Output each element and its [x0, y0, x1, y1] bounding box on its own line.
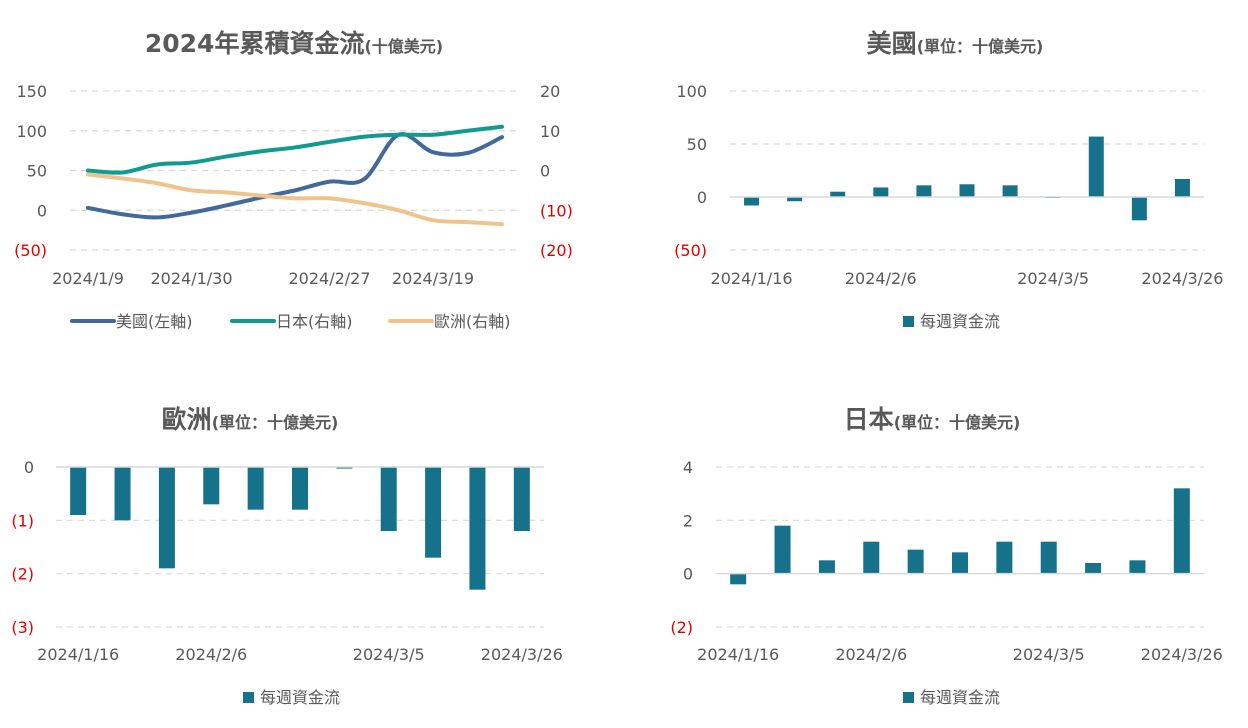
chart-title-main: 2024年累積資金流: [145, 29, 365, 58]
bar: [114, 467, 131, 521]
series-line-eu: [86, 172, 504, 227]
x-axis-tick-label: 2024/3/19: [392, 269, 474, 288]
x-axis-tick-label: 2024/3/26: [1141, 645, 1223, 664]
x-axis-tick-label: 2024/1/16: [37, 645, 119, 664]
x-axis-tick-label: 2024/1/9: [52, 269, 124, 288]
left-axis-tick-label: 0: [37, 201, 47, 220]
y-axis-tick-label: 4: [683, 458, 693, 477]
bar: [1129, 560, 1146, 574]
y-axis-tick-label: (3): [11, 618, 34, 637]
y-axis-tick-label: (1): [11, 511, 34, 530]
bar: [469, 467, 486, 590]
left-axis-tick-label: 100: [16, 122, 47, 141]
chart-title-unit: (十億美元): [364, 37, 443, 56]
right-axis-tick-label: (10): [540, 201, 573, 220]
chart-title: 美國(單位：十億美元): [867, 29, 1044, 58]
legend-label: 每週資金流: [920, 312, 1000, 331]
jp-weekly-flow-chart: 日本(單位：十億美元) 4 2 0 (2)2024/1/16 2024/2/6 2024/3…: [670, 405, 1223, 707]
legend-label: 美國(左軸): [116, 312, 193, 331]
y-axis-tick-label: 50: [687, 135, 707, 154]
y-axis-tick-label: 0: [697, 188, 707, 207]
series-line-us: [86, 132, 504, 220]
cumulative-flow-chart: 2024年累積資金流(十億美元)150100500(50)20100(10)(2…: [14, 29, 573, 331]
bar: [959, 184, 975, 197]
x-axis-tick-label: 2024/1/16: [697, 645, 779, 664]
x-axis-tick-label: 2024/3/26: [481, 645, 563, 664]
x-axis-tick-label: 2024/2/6: [845, 269, 917, 288]
bar: [744, 197, 760, 206]
bar: [916, 185, 932, 197]
chart-title-unit: (單位：十億美元): [212, 413, 339, 432]
legend-label: 每週資金流: [260, 688, 340, 707]
y-axis-tick-label: (2): [670, 618, 693, 637]
y-axis-tick-label: (2): [11, 565, 34, 584]
bar: [1085, 563, 1102, 574]
bar: [158, 467, 175, 569]
x-axis-tick-label: 2024/2/6: [835, 645, 907, 664]
bar: [513, 467, 530, 531]
x-axis-tick-label: 2024/2/6: [175, 645, 247, 664]
us-weekly-flow-chart: 美國(單位：十億美元) 100 50 0 (50)2024/1/16 2024/2/6 20…: [674, 29, 1223, 331]
eu-weekly-flow-chart: 歐洲(單位：十億美元) 0 (1) (2) (3)2024/1/16 2024/2/6 20…: [11, 405, 563, 707]
bar: [818, 560, 835, 574]
legend-label: 每週資金流: [920, 688, 1000, 707]
chart-title-main: 歐洲: [162, 405, 212, 434]
bar: [247, 467, 264, 510]
x-axis-tick-label: 2024/2/27: [288, 269, 370, 288]
bar: [952, 552, 968, 574]
legend-swatch: [243, 692, 254, 703]
bar: [730, 573, 747, 585]
bar: [425, 467, 442, 558]
bar: [830, 191, 846, 197]
bar: [70, 467, 87, 515]
left-axis-tick-label: 50: [27, 162, 47, 181]
chart-title-main: 美國: [867, 29, 917, 58]
chart-title: 日本(單位：十億美元): [844, 405, 1021, 434]
series-line-jp: [86, 124, 504, 175]
chart-title: 歐洲(單位：十億美元): [162, 405, 339, 434]
bar: [292, 467, 308, 510]
bar: [787, 197, 803, 202]
bar: [336, 467, 353, 469]
legend-label: 日本(右軸): [276, 312, 353, 331]
x-axis-tick-label: 2024/1/30: [150, 269, 232, 288]
right-axis-tick-label: 0: [540, 162, 550, 181]
legend-swatch: [903, 316, 914, 327]
bar: [873, 187, 889, 197]
x-axis-tick-label: 2024/3/5: [353, 645, 425, 664]
right-axis-tick-label: 20: [540, 82, 560, 101]
bar: [380, 467, 397, 531]
y-axis-tick-label: (50): [674, 241, 707, 260]
y-axis-tick-label: 100: [676, 82, 707, 101]
x-axis-tick-label: 2024/3/5: [1013, 645, 1085, 664]
x-axis-tick-label: 2024/1/16: [711, 269, 793, 288]
right-axis-tick-label: (20): [540, 241, 573, 260]
bar: [907, 549, 924, 574]
bar: [1131, 197, 1147, 221]
y-axis-tick-label: 0: [24, 458, 34, 477]
right-axis-tick-label: 10: [540, 122, 560, 141]
bar: [1174, 178, 1190, 197]
x-axis-tick-label: 2024/3/26: [1141, 269, 1223, 288]
y-axis-tick-label: 2: [683, 511, 693, 530]
bar: [1173, 488, 1190, 574]
bar: [1040, 541, 1057, 574]
bar: [1088, 136, 1104, 197]
x-axis-tick-label: 2024/3/5: [1017, 269, 1089, 288]
chart-title-unit: (單位：十億美元): [917, 37, 1044, 56]
left-axis-tick-label: 150: [16, 82, 47, 101]
bar: [203, 467, 220, 505]
chart-title: 2024年累積資金流(十億美元): [145, 29, 443, 58]
legend-swatch: [903, 692, 914, 703]
bar: [863, 541, 880, 574]
bar: [1002, 185, 1018, 197]
chart-title-unit: (單位：十億美元): [894, 413, 1021, 432]
left-axis-tick-label: (50): [14, 241, 47, 260]
y-axis-tick-label: 0: [683, 565, 693, 584]
legend-label: 歐洲(右軸): [434, 312, 511, 331]
bar: [996, 541, 1013, 574]
bar: [774, 525, 791, 574]
chart-title-main: 日本: [844, 405, 894, 434]
